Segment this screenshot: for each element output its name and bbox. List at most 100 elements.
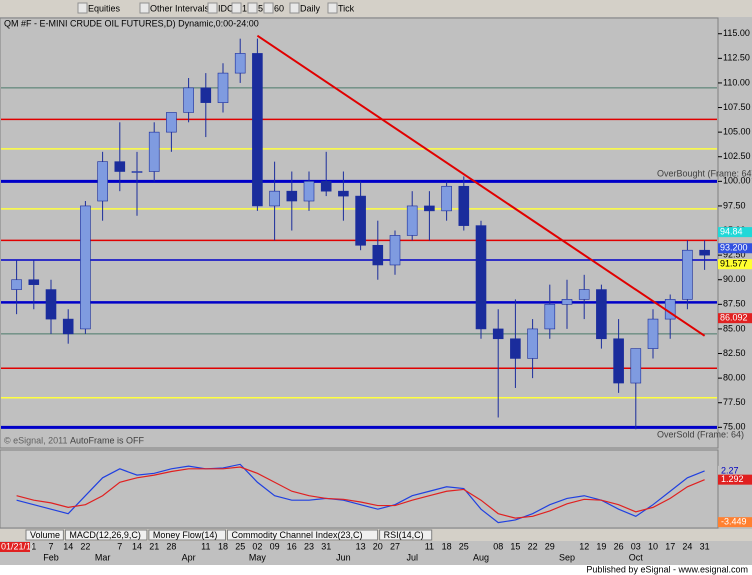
trendline bbox=[256, 34, 706, 337]
price-marker bbox=[718, 259, 752, 270]
price-marker-label: 86.092 bbox=[720, 313, 748, 323]
x-tick-label: 19 bbox=[596, 541, 606, 551]
annotation: OverBought (Frame: 64) bbox=[657, 168, 752, 178]
x-tick-label: 28 bbox=[166, 541, 176, 551]
toolbar-item[interactable]: 60 bbox=[274, 3, 284, 13]
toolbar-button[interactable] bbox=[207, 2, 218, 14]
candle-body bbox=[389, 235, 401, 266]
tab[interactable] bbox=[148, 529, 226, 541]
candle-body bbox=[320, 181, 332, 192]
x-tick-label: 03 bbox=[631, 541, 641, 551]
y-tick-label: 100.00 bbox=[723, 176, 751, 186]
x-tick-label: 7 bbox=[48, 541, 53, 551]
toolbar-button[interactable] bbox=[327, 2, 338, 14]
candle-body bbox=[166, 112, 177, 133]
month-label: Jun bbox=[336, 552, 351, 562]
tab[interactable] bbox=[25, 529, 64, 541]
tab-label[interactable]: Volume bbox=[30, 530, 60, 540]
x-tick-label: 18 bbox=[218, 541, 228, 551]
toolbar-item[interactable]: 1 bbox=[242, 3, 247, 13]
cursor-date: 01/21/11 bbox=[1, 541, 35, 551]
tab[interactable] bbox=[64, 529, 148, 541]
x-tick-label: 25 bbox=[459, 541, 469, 551]
candle-body bbox=[527, 328, 538, 359]
toolbar-button[interactable] bbox=[77, 2, 88, 14]
candle-body bbox=[510, 338, 521, 359]
toolbar-button[interactable] bbox=[231, 2, 242, 14]
toolbar-button[interactable] bbox=[263, 2, 274, 14]
tab[interactable] bbox=[379, 529, 433, 541]
candle-body bbox=[97, 161, 108, 202]
candle-body bbox=[613, 338, 624, 384]
toolbar-item[interactable]: Tick bbox=[338, 3, 355, 13]
x-tick-label: 11 bbox=[201, 541, 210, 551]
toolbar-button[interactable] bbox=[289, 2, 300, 14]
x-tick-label: 14 bbox=[63, 541, 73, 551]
candle-body bbox=[338, 190, 349, 197]
x-tick-label: 1 bbox=[31, 541, 36, 551]
candle-body bbox=[252, 53, 263, 207]
y-tick-label: 107.50 bbox=[723, 102, 751, 112]
price-marker bbox=[718, 313, 752, 324]
candle-body bbox=[131, 171, 143, 173]
y-tick-label: 87.50 bbox=[723, 299, 746, 309]
macd-marker-label: -3.449 bbox=[721, 517, 747, 527]
x-tick-label: 10 bbox=[648, 541, 658, 551]
price-marker-label: 94.84 bbox=[720, 226, 743, 236]
toolbar-item[interactable]: IDC bbox=[218, 3, 234, 13]
month-label: Mar bbox=[95, 552, 111, 562]
y-tick-label: 115.00 bbox=[723, 28, 750, 38]
x-tick-label: 09 bbox=[270, 541, 280, 551]
x-tick-label: 7 bbox=[117, 541, 122, 551]
x-tick-label: 21 bbox=[149, 541, 159, 551]
candle-body bbox=[699, 249, 710, 256]
month-label: Aug bbox=[473, 552, 489, 562]
candle-body bbox=[303, 181, 315, 202]
x-tick-label: 22 bbox=[528, 541, 538, 551]
month-label: Apr bbox=[182, 552, 196, 562]
candle-body bbox=[62, 318, 74, 335]
price-marker-label: 91.577 bbox=[720, 259, 748, 269]
candle-body bbox=[372, 244, 384, 266]
candle-body bbox=[475, 225, 487, 330]
tab[interactable] bbox=[227, 529, 379, 541]
candle-body bbox=[596, 289, 607, 340]
candle-body bbox=[234, 53, 246, 74]
tab-label[interactable]: MACD(12,26,9,C) bbox=[69, 530, 141, 540]
macd-marker bbox=[718, 474, 752, 485]
toolbar-item[interactable]: Equities bbox=[88, 3, 121, 13]
price-marker-label: 93.200 bbox=[720, 243, 748, 253]
x-tick-label: 14 bbox=[132, 541, 142, 551]
toolbar-button[interactable] bbox=[139, 2, 150, 14]
price-marker bbox=[718, 243, 752, 254]
candle-body bbox=[647, 318, 659, 349]
tab-label[interactable]: Money Flow(14) bbox=[153, 530, 218, 540]
cursor-date-box bbox=[0, 542, 30, 552]
month-label: Oct bbox=[629, 552, 644, 562]
candle-body bbox=[217, 72, 229, 103]
candle-body bbox=[148, 131, 160, 172]
x-tick-label: 29 bbox=[545, 541, 555, 551]
candle-body bbox=[11, 279, 22, 290]
candle-body bbox=[183, 87, 194, 113]
x-tick-label: 16 bbox=[287, 541, 297, 551]
y-tick-label: 82.50 bbox=[723, 348, 746, 358]
toolbar-item[interactable]: Other Intervals bbox=[150, 3, 210, 13]
candle-body bbox=[406, 205, 418, 236]
month-label: Jul bbox=[406, 552, 418, 562]
toolbar-button[interactable] bbox=[247, 2, 258, 14]
x-tick-label: 12 bbox=[579, 541, 589, 551]
x-tick-label: 18 bbox=[442, 541, 452, 551]
x-tick-label: 15 bbox=[510, 541, 520, 551]
y-tick-label: 110.00 bbox=[723, 77, 750, 87]
candle-body bbox=[561, 299, 573, 305]
y-tick-label: 75.00 bbox=[723, 422, 746, 432]
toolbar-item[interactable]: 5 bbox=[258, 3, 263, 13]
tab-label[interactable]: Commodity Channel Index(23,C) bbox=[232, 530, 363, 540]
footer: Published by eSignal - www.esignal.com bbox=[586, 564, 748, 574]
candle-body bbox=[286, 190, 298, 202]
candle-body bbox=[441, 185, 452, 212]
toolbar-item[interactable]: Daily bbox=[300, 3, 321, 13]
tab-label[interactable]: RSI(14,C) bbox=[384, 530, 424, 540]
